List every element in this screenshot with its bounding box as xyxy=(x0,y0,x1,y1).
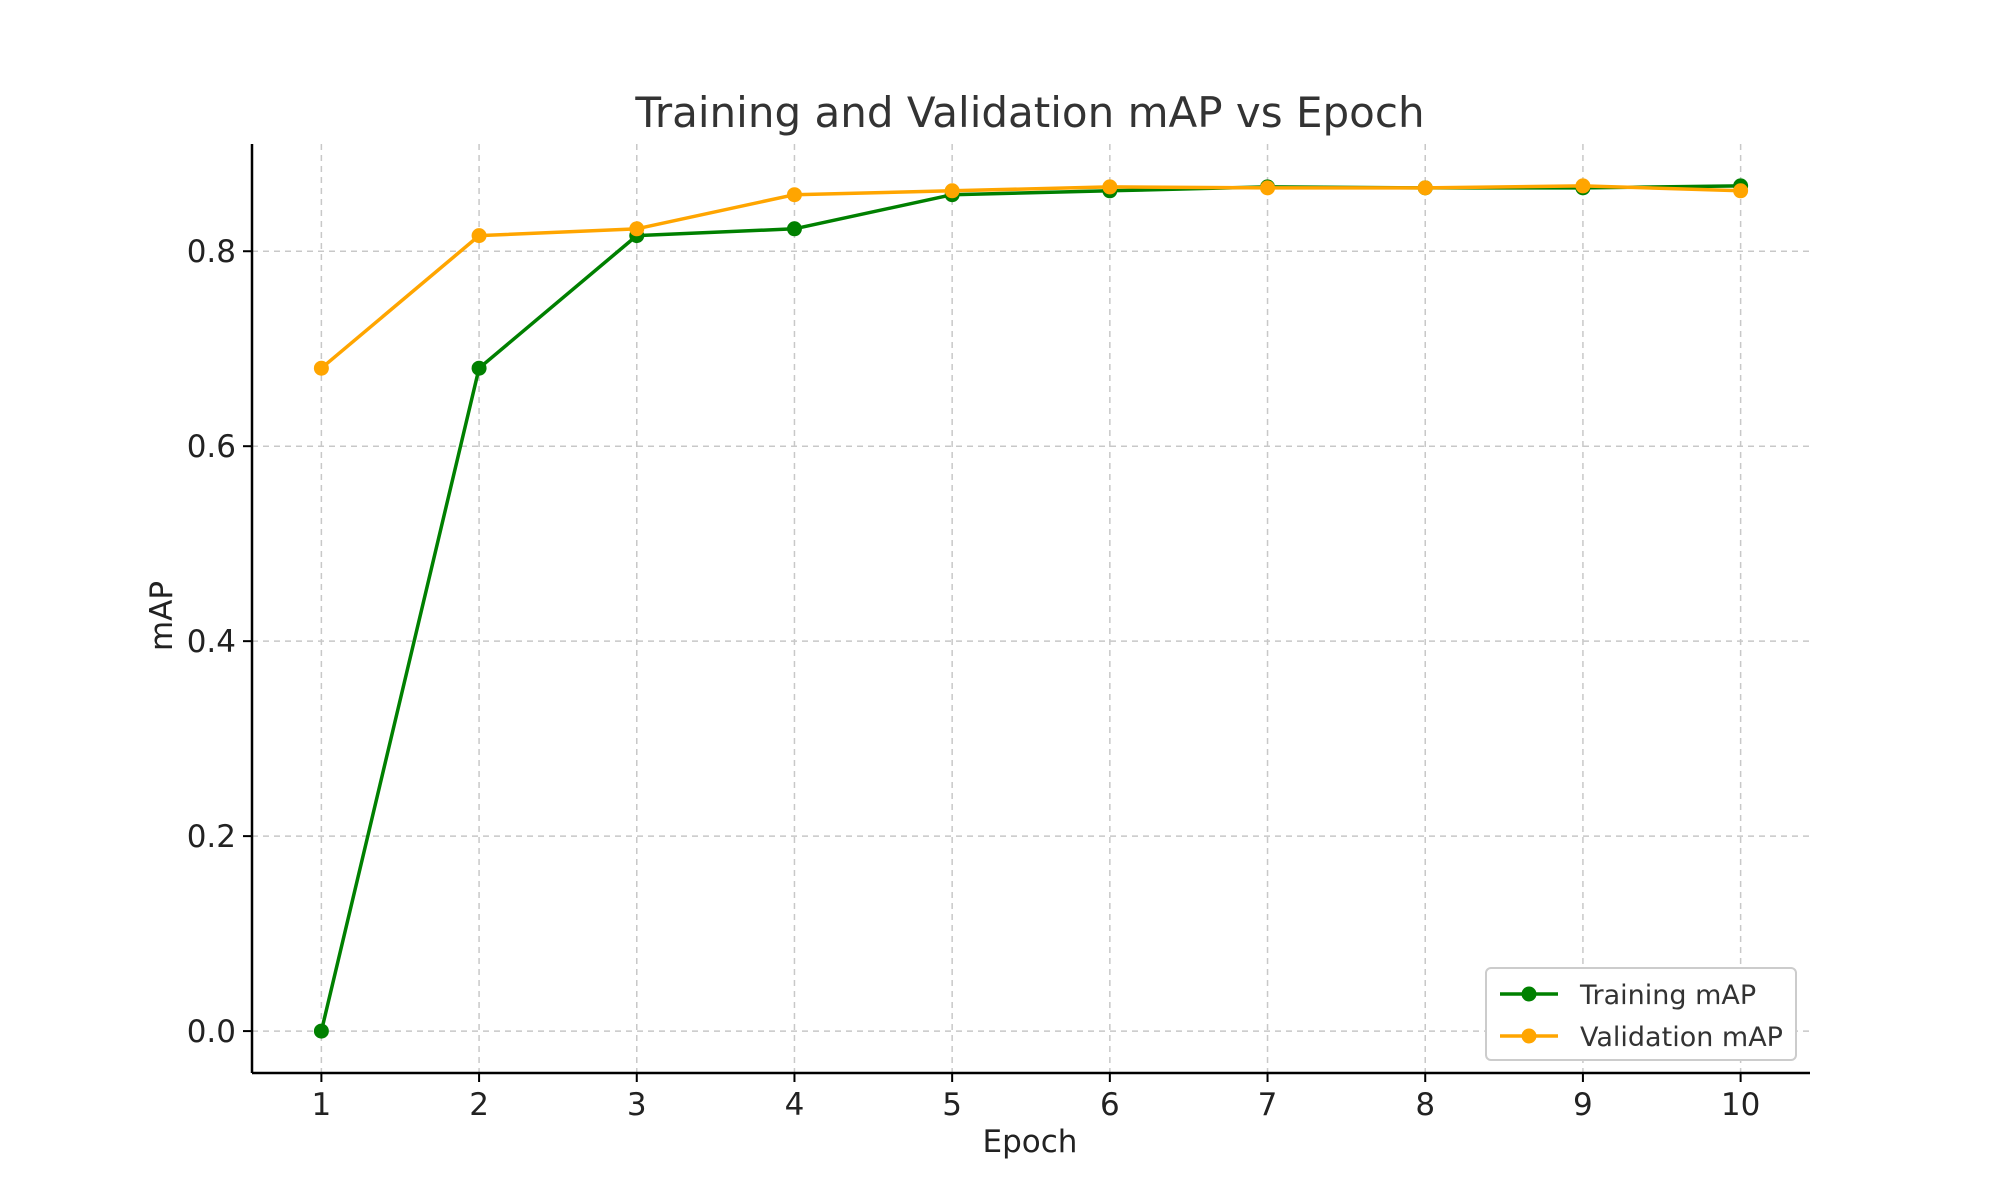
y-tick-label: 0.2 xyxy=(187,819,236,855)
grid xyxy=(252,144,1810,1073)
x-axis-ticks: 1 2 3 4 5 6 7 8 9 10 xyxy=(312,1073,1760,1123)
x-tick-label: 3 xyxy=(627,1087,647,1123)
x-tick-label: 6 xyxy=(1100,1087,1120,1123)
data-point xyxy=(471,360,487,376)
x-tick-label: 7 xyxy=(1258,1087,1278,1123)
x-tick-label: 10 xyxy=(1721,1087,1760,1123)
data-point xyxy=(1733,183,1749,199)
x-tick-label: 8 xyxy=(1415,1087,1435,1123)
data-point xyxy=(1575,178,1591,194)
legend-marker xyxy=(1521,1028,1537,1044)
data-point xyxy=(313,360,329,376)
data-point xyxy=(471,228,487,244)
legend-label: Validation mAP xyxy=(1580,1022,1783,1053)
series-training-map xyxy=(313,178,1749,1039)
data-point xyxy=(944,183,960,199)
y-tick-label: 0.4 xyxy=(187,624,236,660)
x-tick-label: 2 xyxy=(469,1087,489,1123)
y-axis-label: mAP xyxy=(144,581,180,651)
x-tick-label: 5 xyxy=(942,1087,962,1123)
series-validation-map xyxy=(313,178,1749,376)
legend-marker xyxy=(1521,986,1537,1002)
data-point xyxy=(1102,179,1118,195)
data-point xyxy=(786,187,802,203)
y-tick-label: 0.6 xyxy=(187,429,236,465)
chart-title: Training and Validation mAP vs Epoch xyxy=(634,88,1424,137)
data-point xyxy=(629,221,645,237)
legend-item-training-map: Training mAP xyxy=(1500,980,1756,1011)
series-line-training-map xyxy=(319,184,1741,1032)
legend-item-validation-map: Validation mAP xyxy=(1500,1022,1783,1053)
legend-label: Training mAP xyxy=(1579,980,1756,1011)
series-line-validation-map xyxy=(320,184,1741,370)
x-tick-label: 4 xyxy=(785,1087,805,1123)
data-point xyxy=(313,1023,329,1039)
plot-area xyxy=(313,178,1749,1039)
data-point xyxy=(786,221,802,237)
x-axis-label: Epoch xyxy=(983,1124,1078,1160)
data-point xyxy=(1417,180,1433,196)
legend-frame xyxy=(1485,967,1797,1061)
data-point xyxy=(1260,180,1276,196)
x-tick-label: 9 xyxy=(1573,1087,1593,1123)
legend: Training mAP Validation mAP xyxy=(1485,967,1797,1061)
y-tick-label: 0.0 xyxy=(187,1014,236,1050)
y-tick-label: 0.8 xyxy=(187,234,236,270)
y-axis-ticks: 0.0 0.2 0.4 0.6 0.8 xyxy=(187,234,252,1050)
x-tick-label: 1 xyxy=(312,1087,332,1123)
